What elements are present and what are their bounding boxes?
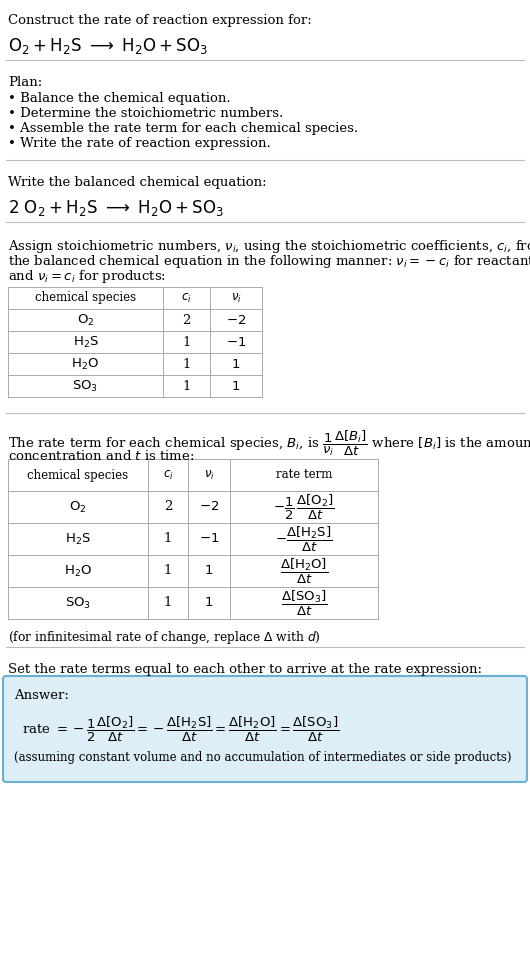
Text: (assuming constant volume and no accumulation of intermediates or side products): (assuming constant volume and no accumul… — [14, 751, 511, 764]
Text: chemical species: chemical species — [35, 291, 136, 305]
Text: $\dfrac{\Delta[\mathrm{SO_3}]}{\Delta t}$: $\dfrac{\Delta[\mathrm{SO_3}]}{\Delta t}… — [281, 588, 328, 617]
Text: $\mathrm{O_2}$: $\mathrm{O_2}$ — [77, 313, 94, 327]
Text: $-1$: $-1$ — [199, 532, 219, 546]
Text: $-\dfrac{\Delta[\mathrm{H_2S}]}{\Delta t}$: $-\dfrac{\Delta[\mathrm{H_2S}]}{\Delta t… — [276, 524, 333, 554]
Text: $-2$: $-2$ — [199, 501, 219, 514]
Text: 1: 1 — [164, 564, 172, 577]
Text: $\mathrm{H_2O}$: $\mathrm{H_2O}$ — [72, 357, 100, 371]
Text: $-2$: $-2$ — [226, 314, 246, 326]
Text: $\mathrm{2\ O_2 + H_2S\ {\longrightarrow}\ H_2O + SO_3}$: $\mathrm{2\ O_2 + H_2S\ {\longrightarrow… — [8, 198, 224, 218]
Text: 1: 1 — [182, 379, 191, 393]
Text: Set the rate terms equal to each other to arrive at the rate expression:: Set the rate terms equal to each other t… — [8, 663, 482, 676]
Text: $c_i$: $c_i$ — [163, 468, 173, 481]
Text: • Assemble the rate term for each chemical species.: • Assemble the rate term for each chemic… — [8, 122, 358, 135]
Text: and $\nu_i = c_i$ for products:: and $\nu_i = c_i$ for products: — [8, 268, 166, 285]
Text: Answer:: Answer: — [14, 689, 69, 702]
Text: chemical species: chemical species — [28, 468, 129, 481]
Text: 1: 1 — [182, 335, 191, 349]
Text: $\nu_i$: $\nu_i$ — [204, 468, 215, 481]
Text: $c_i$: $c_i$ — [181, 291, 192, 305]
Text: 1: 1 — [164, 597, 172, 610]
Text: $1$: $1$ — [205, 564, 214, 577]
Text: $-1$: $-1$ — [226, 335, 246, 349]
Text: $\mathrm{SO_3}$: $\mathrm{SO_3}$ — [65, 596, 91, 611]
Text: $\mathrm{O_2 + H_2S\ {\longrightarrow}\ H_2O + SO_3}$: $\mathrm{O_2 + H_2S\ {\longrightarrow}\ … — [8, 36, 208, 56]
Text: $1$: $1$ — [205, 597, 214, 610]
Text: $-\dfrac{1}{2}\,\dfrac{\Delta[\mathrm{O_2}]}{\Delta t}$: $-\dfrac{1}{2}\,\dfrac{\Delta[\mathrm{O_… — [273, 492, 335, 521]
Text: $\mathrm{H_2O}$: $\mathrm{H_2O}$ — [64, 564, 92, 578]
Text: $\mathrm{O_2}$: $\mathrm{O_2}$ — [69, 500, 87, 514]
Text: concentration and $t$ is time:: concentration and $t$ is time: — [8, 449, 195, 463]
Text: Assign stoichiometric numbers, $\nu_i$, using the stoichiometric coefficients, $: Assign stoichiometric numbers, $\nu_i$, … — [8, 238, 530, 255]
Text: Construct the rate of reaction expression for:: Construct the rate of reaction expressio… — [8, 14, 312, 27]
Text: Write the balanced chemical equation:: Write the balanced chemical equation: — [8, 176, 267, 189]
Text: $\dfrac{\Delta[\mathrm{H_2O}]}{\Delta t}$: $\dfrac{\Delta[\mathrm{H_2O}]}{\Delta t}… — [280, 557, 328, 586]
Text: $\mathrm{H_2S}$: $\mathrm{H_2S}$ — [65, 531, 91, 547]
Text: (for infinitesimal rate of change, replace $\Delta$ with $d$): (for infinitesimal rate of change, repla… — [8, 629, 321, 646]
Text: 2: 2 — [182, 314, 191, 326]
Text: • Write the rate of reaction expression.: • Write the rate of reaction expression. — [8, 137, 271, 150]
Text: $\nu_i$: $\nu_i$ — [231, 291, 241, 305]
Text: rate $= -\dfrac{1}{2}\dfrac{\Delta[\mathrm{O_2}]}{\Delta t} = -\dfrac{\Delta[\ma: rate $= -\dfrac{1}{2}\dfrac{\Delta[\math… — [22, 715, 339, 744]
Text: Plan:: Plan: — [8, 76, 42, 89]
Text: $1$: $1$ — [232, 379, 241, 393]
Text: 1: 1 — [182, 358, 191, 370]
Text: the balanced chemical equation in the following manner: $\nu_i = -c_i$ for react: the balanced chemical equation in the fo… — [8, 253, 530, 270]
Text: 1: 1 — [164, 532, 172, 546]
Text: 2: 2 — [164, 501, 172, 514]
Text: • Determine the stoichiometric numbers.: • Determine the stoichiometric numbers. — [8, 107, 283, 120]
Text: $1$: $1$ — [232, 358, 241, 370]
Text: $\mathrm{H_2S}$: $\mathrm{H_2S}$ — [73, 334, 99, 350]
Text: $\mathrm{SO_3}$: $\mathrm{SO_3}$ — [73, 378, 99, 394]
Text: rate term: rate term — [276, 468, 332, 481]
FancyBboxPatch shape — [3, 676, 527, 782]
Text: The rate term for each chemical species, $B_i$, is $\dfrac{1}{\nu_i}\dfrac{\Delt: The rate term for each chemical species,… — [8, 429, 530, 459]
Text: • Balance the chemical equation.: • Balance the chemical equation. — [8, 92, 231, 105]
